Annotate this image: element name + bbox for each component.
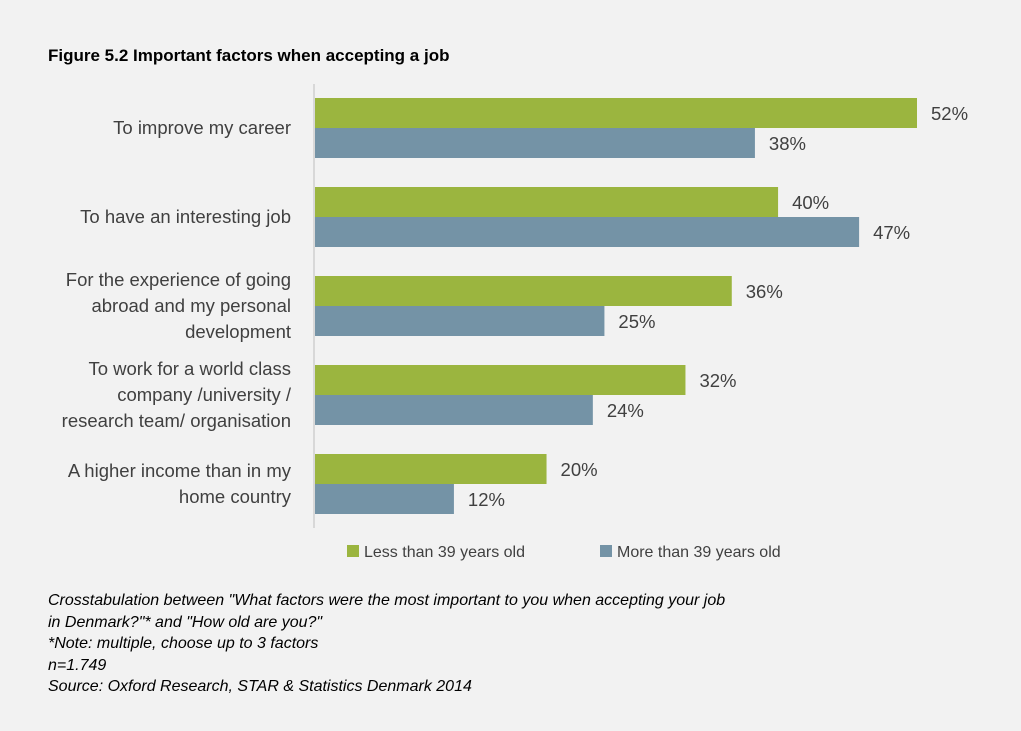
bar [315,98,917,128]
bar [315,454,547,484]
category-label: For the experience of going [66,269,291,290]
bar-chart: To improve my career 52% 38% To have an int… [62,84,968,561]
bar [315,365,686,395]
bar [315,128,755,158]
note-line: in Denmark?"* and "How old are you?" [48,613,323,631]
legend-item: More than 39 years old [600,544,781,561]
category-label: home country [179,486,292,507]
legend-label: More than 39 years old [617,544,781,561]
bar [315,395,593,425]
note-line: Source: Oxford Research, STAR & Statisti… [48,678,472,695]
note-line: Crosstabulation between "What factors we… [48,592,726,609]
data-label: 52% [931,103,968,124]
legend-item: Less than 39 years old [347,544,525,561]
note-line: n=1.749 [48,656,107,674]
legend-swatch [347,545,359,557]
bar [315,217,860,247]
category-label: company /university / [117,384,292,405]
legend-label: Less than 39 years old [364,544,525,561]
note-line: *Note: multiple, choose up to 3 factors [48,635,319,652]
data-label: 24% [607,400,644,421]
data-label: 20% [561,459,598,480]
bar [315,187,779,217]
category-label: abroad and my personal [91,295,291,316]
category-label: To work for a world class [88,358,291,379]
category-label: A higher income than in my [68,460,292,481]
category-label: To improve my career [113,117,291,138]
data-label: 25% [618,311,655,332]
bar [315,276,732,306]
category-label: development [185,321,291,342]
data-label: 47% [873,222,910,243]
bar [315,484,454,514]
data-label: 36% [746,281,783,302]
legend-swatch [600,545,612,557]
figure-title: Figure 5.2 Important factors when accept… [48,46,450,65]
data-label: 38% [769,133,806,154]
data-label: 40% [792,192,829,213]
figure-notes: Crosstabulation between "What factors we… [48,590,968,698]
bar [315,306,605,336]
category-label: To have an interesting job [80,206,291,227]
data-label: 32% [699,370,736,391]
data-label: 12% [468,489,505,510]
category-label: research team/ organisation [62,410,291,431]
